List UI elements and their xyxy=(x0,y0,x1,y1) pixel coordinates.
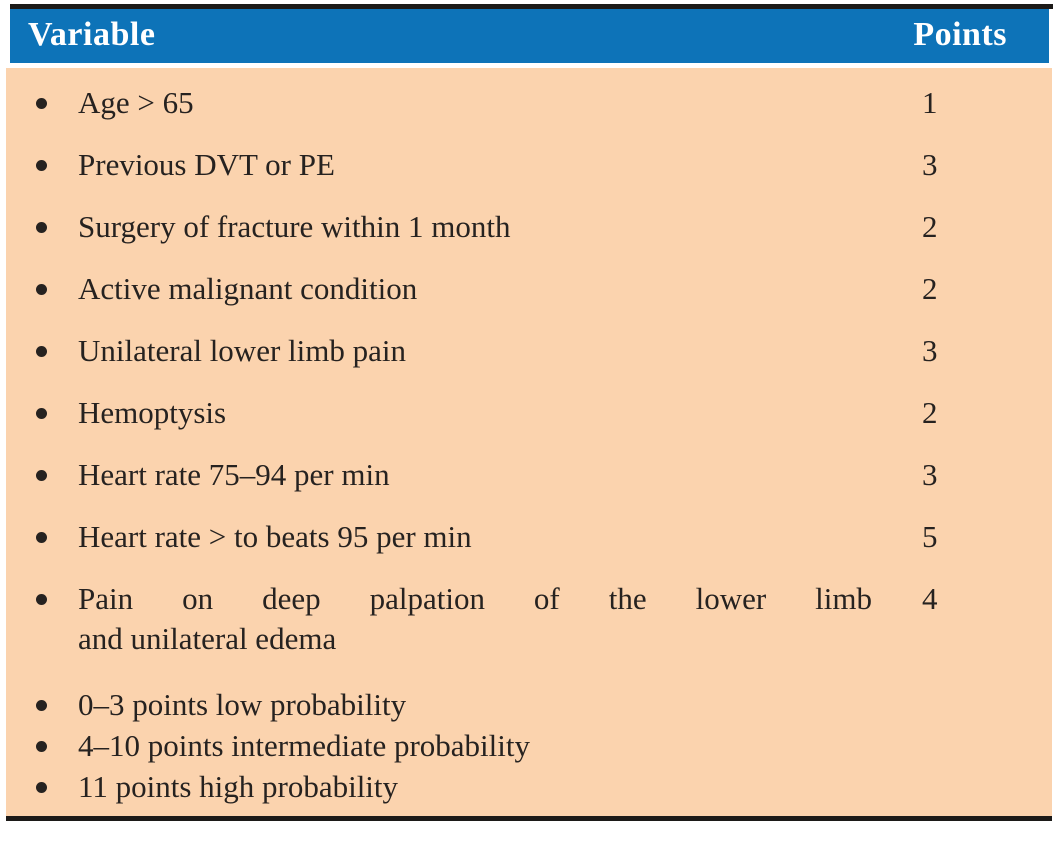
bullet-icon xyxy=(36,284,47,295)
row-text: Heart rate > to beats 95 per min xyxy=(78,517,874,557)
bullet-icon xyxy=(36,700,47,711)
bullet-icon xyxy=(36,346,47,357)
row-text-line: Heart rate > to beats 95 per min xyxy=(78,519,472,554)
table-row: Surgery of fracture within 1 month 2 xyxy=(6,196,1052,258)
row-points: 1 xyxy=(922,85,938,120)
table-row: Pain on deep palpation of the lower limb… xyxy=(6,568,1052,670)
row-points: 3 xyxy=(922,457,938,492)
row-text-line: Pain on deep palpation of the lower limb xyxy=(78,581,872,616)
bullet-icon xyxy=(36,741,47,752)
row-text: Unilateral lower limb pain xyxy=(78,331,874,371)
row-text: Hemoptysis xyxy=(78,393,874,433)
table-row: 0–3 points low probability xyxy=(6,684,1052,725)
bullet-cell xyxy=(6,579,78,659)
top-rule xyxy=(10,4,1053,9)
row-points: 3 xyxy=(922,333,938,368)
points-column-header: Points xyxy=(913,16,1007,53)
row-text: Heart rate 75–94 per min xyxy=(78,455,874,495)
bullet-cell xyxy=(6,269,78,309)
row-points xyxy=(874,684,1052,725)
bullet-icon xyxy=(36,222,47,233)
row-text-line: Age > 65 xyxy=(78,85,194,120)
row-text: Pain on deep palpation of the lower limb… xyxy=(78,579,874,659)
scored-items-list: Age > 65 1 Previous DVT or PE 3 Surgery of f… xyxy=(6,72,1052,670)
row-points: 5 xyxy=(922,519,938,554)
bullet-cell xyxy=(6,517,78,557)
bullet-icon xyxy=(36,532,47,543)
row-text: Active malignant condition xyxy=(78,269,874,309)
row-points: 2 xyxy=(922,271,938,306)
row-text-line: Hemoptysis xyxy=(78,395,227,430)
table-row: Hemoptysis 2 xyxy=(6,382,1052,444)
row-points: 2 xyxy=(922,395,938,430)
row-text-line: 4–10 points intermediate probability xyxy=(78,728,530,763)
bullet-icon xyxy=(36,470,47,481)
row-points: 4 xyxy=(922,581,938,616)
table-header: Variable Points xyxy=(10,9,1049,63)
row-text-line: Previous DVT or PE xyxy=(78,147,335,182)
table-row: 11 points high probability xyxy=(6,766,1052,807)
row-text: 0–3 points low probability xyxy=(78,684,874,725)
table-row: 4–10 points intermediate probability xyxy=(6,725,1052,766)
bullet-icon xyxy=(36,98,47,109)
bullet-cell xyxy=(6,331,78,371)
row-text-line: Active malignant condition xyxy=(78,271,418,306)
row-text: Surgery of fracture within 1 month xyxy=(78,207,874,247)
bullet-cell xyxy=(6,766,78,807)
bottom-rule xyxy=(6,816,1052,821)
row-text-line: Heart rate 75–94 per min xyxy=(78,457,390,492)
row-text-line: Surgery of fracture within 1 month xyxy=(78,209,511,244)
bullet-icon xyxy=(36,594,47,605)
row-text-line: Unilateral lower limb pain xyxy=(78,333,406,368)
row-text: 11 points high probability xyxy=(78,766,874,807)
table-row: Heart rate > to beats 95 per min 5 xyxy=(6,506,1052,568)
row-text-line: and unilateral edema xyxy=(78,621,337,656)
bullet-icon xyxy=(36,160,47,171)
bullet-cell xyxy=(6,725,78,766)
row-points xyxy=(874,766,1052,807)
row-text: Age > 65 xyxy=(78,83,874,123)
row-points: 2 xyxy=(922,209,938,244)
bullet-cell xyxy=(6,83,78,123)
row-points xyxy=(874,725,1052,766)
table-row: Heart rate 75–94 per min 3 xyxy=(6,444,1052,506)
bullet-cell xyxy=(6,207,78,247)
bullet-cell xyxy=(6,684,78,725)
table-row: Age > 65 1 xyxy=(6,72,1052,134)
table-body: Age > 65 1 Previous DVT or PE 3 Surgery of f… xyxy=(6,68,1052,816)
table-row: Active malignant condition 2 xyxy=(6,258,1052,320)
variable-column-header: Variable xyxy=(28,16,156,53)
bullet-icon xyxy=(36,782,47,793)
bullet-icon xyxy=(36,408,47,419)
table-row: Previous DVT or PE 3 xyxy=(6,134,1052,196)
bullet-cell xyxy=(6,145,78,185)
table-row: Unilateral lower limb pain 3 xyxy=(6,320,1052,382)
row-points: 3 xyxy=(922,147,938,182)
probability-interpretation-list: 0–3 points low probability 4–10 points in… xyxy=(6,684,1052,807)
row-text-line: 0–3 points low probability xyxy=(78,687,407,722)
bullet-cell xyxy=(6,393,78,433)
row-text: 4–10 points intermediate probability xyxy=(78,725,874,766)
row-text-line: 11 points high probability xyxy=(78,769,399,804)
bullet-cell xyxy=(6,455,78,495)
row-text: Previous DVT or PE xyxy=(78,145,874,185)
